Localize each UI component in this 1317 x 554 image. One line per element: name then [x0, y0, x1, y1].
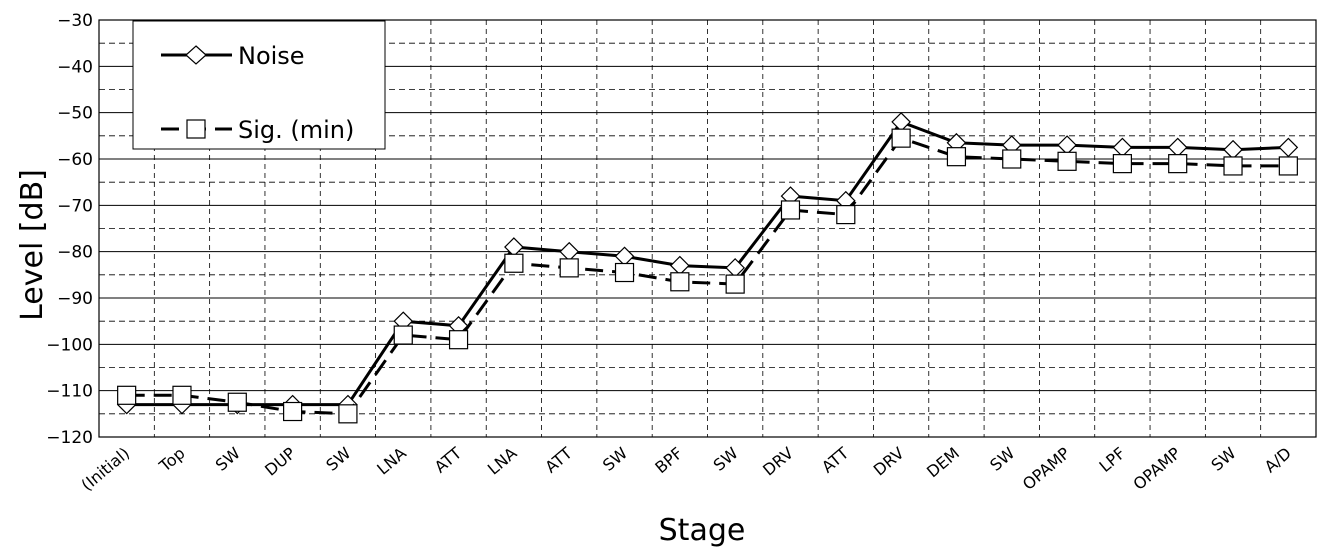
data-point-signal	[1223, 156, 1243, 176]
data-point-signal	[1002, 149, 1022, 169]
data-point-signal	[725, 274, 745, 294]
x-tick-label: DEM	[923, 444, 963, 482]
x-tick-label: SW	[322, 443, 354, 474]
series-layer	[116, 112, 1299, 424]
data-point-signal	[393, 325, 413, 345]
x-tick-label: LNA	[484, 443, 521, 478]
x-tick-label: OPAMP	[1129, 443, 1184, 494]
y-tick-label: −90	[57, 289, 93, 309]
data-point-signal	[504, 253, 524, 273]
plot-frame	[98, 19, 1317, 438]
x-tick-label: SW	[599, 443, 631, 474]
y-tick-label: −110	[46, 382, 93, 402]
legend-noise-label: Noise	[238, 42, 305, 70]
data-point-signal	[117, 385, 137, 405]
x-tick-label: ATT	[431, 443, 466, 476]
data-point-signal	[283, 401, 303, 422]
data-point-signal	[448, 330, 469, 350]
data-point-signal	[1112, 154, 1132, 174]
y-tick-label: −30	[57, 11, 93, 31]
x-tick-label: BPF	[651, 444, 686, 478]
data-point-signal	[338, 404, 358, 424]
x-axis-label: Stage	[659, 513, 746, 548]
data-point-signal	[559, 258, 579, 278]
data-point-signal	[172, 385, 192, 405]
data-point-signal	[614, 262, 635, 283]
y-tick-label: −40	[57, 57, 93, 77]
x-tick-label: SW	[986, 443, 1018, 474]
x-tick-label: DRV	[759, 443, 797, 479]
y-tick-label: −50	[57, 104, 93, 124]
x-tick-label: LNA	[373, 443, 410, 478]
x-tick-label: ATT	[541, 443, 576, 476]
data-point-signal	[1278, 156, 1298, 176]
series-line-1	[126, 136, 1289, 416]
legend-signal-marker-icon	[186, 119, 206, 139]
y-tick-label: −70	[57, 196, 93, 216]
data-point-signal	[1168, 154, 1188, 174]
x-tick-label: ATT	[818, 443, 853, 476]
series-line-0	[126, 120, 1289, 407]
y-tick-label: −80	[57, 243, 93, 263]
data-point-signal	[1057, 151, 1077, 171]
data-point-signal	[946, 147, 967, 167]
y-tick-label: −100	[46, 335, 93, 355]
y-tick-label: −60	[57, 150, 93, 170]
data-point-signal	[227, 392, 247, 412]
legend-signal-label: Sig. (min)	[238, 116, 354, 144]
x-tick-label: LPF	[1095, 444, 1128, 476]
x-tick-label: SW	[710, 443, 742, 474]
x-tick-label: OPAMP	[1019, 443, 1074, 494]
y-axis-label: Level [dB]	[15, 169, 50, 321]
x-tick-label: DUP	[261, 443, 299, 479]
legend: Noise Sig. (min)	[132, 20, 386, 150]
legend-noise-marker-icon	[185, 45, 207, 65]
x-tick-label: Top	[155, 444, 189, 477]
x-tick-label: SW	[1207, 443, 1239, 474]
data-point-signal	[891, 128, 911, 148]
data-point-signal	[780, 200, 801, 220]
data-point-signal	[670, 272, 690, 292]
y-tick-label: −120	[46, 428, 93, 448]
data-point-signal	[836, 205, 856, 225]
x-tick-label: (Initial)	[78, 444, 134, 495]
x-tick-label: DRV	[870, 443, 908, 479]
x-tick-label: SW	[212, 443, 244, 474]
x-tick-label: A/D	[1261, 444, 1295, 477]
